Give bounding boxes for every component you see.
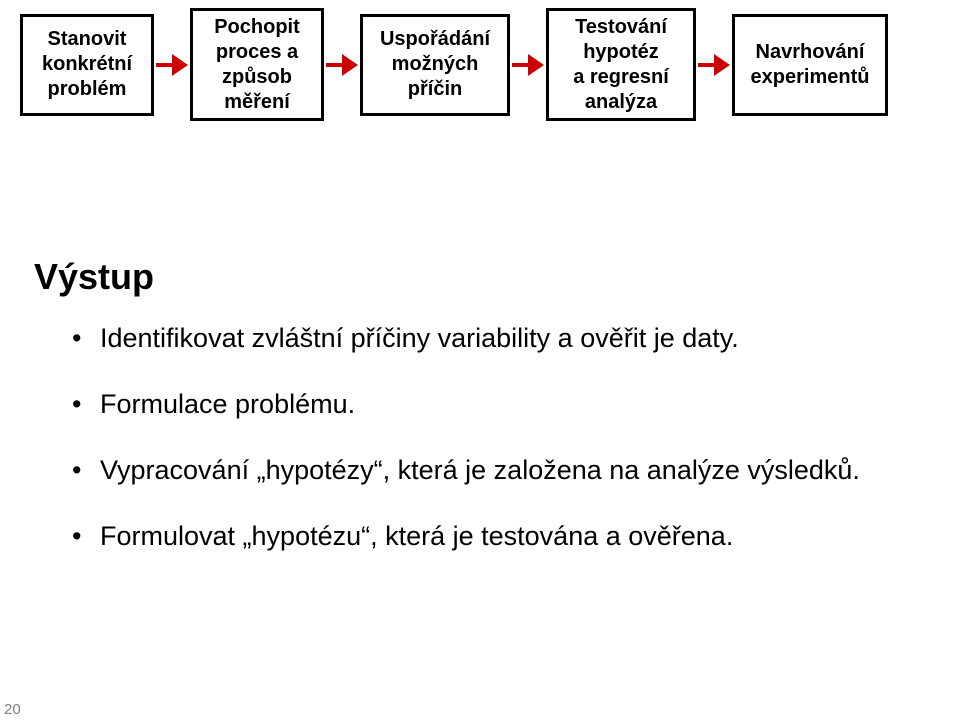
flow-box: Uspořádání možných příčin xyxy=(360,14,510,116)
flow-box-line: způsob xyxy=(222,65,292,90)
bullet-item: Vypracování „hypotézy“, která je založen… xyxy=(72,450,892,492)
flow-box-line: a regresní xyxy=(573,65,669,90)
flow-box: Testování hypotéz a regresní analýza xyxy=(546,8,696,121)
flow-box-line: možných xyxy=(392,52,479,77)
flow-box-line: analýza xyxy=(585,90,657,115)
process-flow: Stanovit konkrétní problém Pochopit proc… xyxy=(20,8,888,121)
arrow-icon xyxy=(698,54,730,76)
arrow-head xyxy=(714,54,730,76)
bullet-list: Identifikovat zvláštní příčiny variabili… xyxy=(72,318,892,581)
page-number: 20 xyxy=(4,701,21,718)
flow-box-line: Pochopit xyxy=(214,15,300,40)
flow-box-line: hypotéz xyxy=(583,40,659,65)
flow-box-line: Uspořádání xyxy=(380,27,490,52)
arrow-icon xyxy=(156,54,188,76)
arrow-head xyxy=(342,54,358,76)
arrow-icon xyxy=(512,54,544,76)
section-heading: Výstup xyxy=(34,256,154,298)
bullet-item: Formulovat „hypotézu“, která je testován… xyxy=(72,516,892,558)
flow-box-line: konkrétní xyxy=(42,52,132,77)
arrow-icon xyxy=(326,54,358,76)
flow-box: Stanovit konkrétní problém xyxy=(20,14,154,116)
arrow-line xyxy=(326,63,342,67)
flow-box-line: Stanovit xyxy=(48,27,127,52)
arrow-head xyxy=(172,54,188,76)
bullet-item: Formulace problému. xyxy=(72,384,892,426)
flow-box-line: příčin xyxy=(408,77,462,102)
flow-box-line: experimentů xyxy=(751,65,870,90)
bullet-item: Identifikovat zvláštní příčiny variabili… xyxy=(72,318,892,360)
flow-box: Navrhování experimentů xyxy=(732,14,888,116)
flow-box-line: problém xyxy=(48,77,127,102)
flow-box-line: měření xyxy=(224,90,290,115)
arrow-line xyxy=(698,63,714,67)
arrow-line xyxy=(512,63,528,67)
flow-box-line: proces a xyxy=(216,40,298,65)
arrow-line xyxy=(156,63,172,67)
flow-box-line: Navrhování xyxy=(756,40,865,65)
flow-box-line: Testování xyxy=(575,15,667,40)
arrow-head xyxy=(528,54,544,76)
flow-box: Pochopit proces a způsob měření xyxy=(190,8,324,121)
